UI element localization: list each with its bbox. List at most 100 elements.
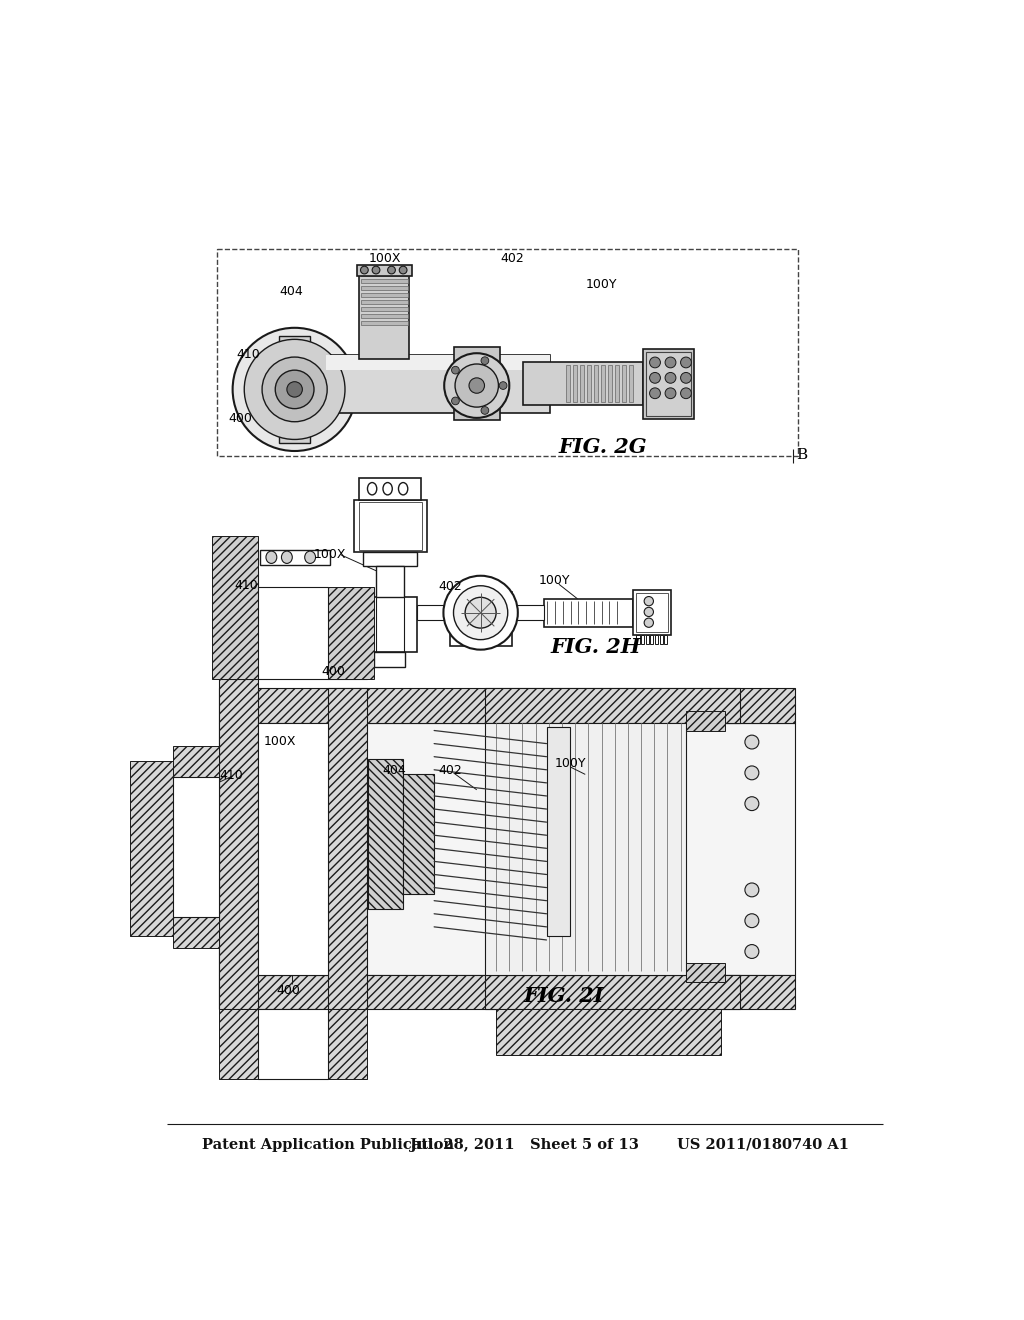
Bar [484, 974, 740, 1010]
Bar [454, 347, 500, 420]
Circle shape [262, 358, 328, 422]
Text: 402: 402 [438, 579, 462, 593]
Circle shape [245, 339, 345, 440]
Ellipse shape [368, 483, 377, 495]
Text: 410: 410 [219, 770, 244, 783]
Ellipse shape [383, 483, 392, 495]
Bar [450, 591, 512, 645]
Circle shape [454, 586, 508, 640]
Bar [646, 635, 649, 644]
Bar [360, 293, 408, 297]
Ellipse shape [282, 552, 292, 564]
Circle shape [360, 267, 369, 275]
Bar [328, 586, 375, 678]
Bar [655, 635, 658, 644]
Bar [587, 364, 591, 403]
Bar [601, 364, 604, 403]
Text: FIG. 2G: FIG. 2G [558, 437, 647, 457]
Bar [643, 350, 693, 418]
Bar [607, 364, 611, 403]
Bar [650, 635, 653, 644]
Bar [359, 502, 422, 549]
Bar [173, 776, 219, 917]
Bar [572, 364, 577, 403]
Circle shape [444, 354, 509, 418]
Bar [173, 746, 219, 948]
Circle shape [649, 388, 660, 399]
Text: 410: 410 [237, 348, 260, 362]
Circle shape [287, 381, 302, 397]
Text: US 2011/0180740 A1: US 2011/0180740 A1 [677, 1138, 849, 1152]
Circle shape [744, 913, 759, 928]
Bar [359, 271, 410, 359]
Circle shape [644, 597, 653, 606]
Circle shape [500, 381, 507, 389]
Text: B: B [796, 447, 807, 462]
Bar [130, 762, 173, 936]
Bar [360, 314, 408, 318]
Circle shape [443, 576, 518, 649]
Bar [219, 688, 795, 723]
Text: 400: 400 [228, 412, 253, 425]
Circle shape [644, 618, 653, 627]
Bar [234, 605, 302, 664]
Bar [219, 572, 258, 678]
Circle shape [665, 372, 676, 383]
Text: 400: 400 [276, 983, 301, 997]
Circle shape [649, 358, 660, 368]
Bar [629, 364, 633, 403]
Bar [594, 364, 598, 403]
Circle shape [744, 797, 759, 810]
Bar [403, 775, 434, 894]
Text: 404: 404 [382, 764, 406, 777]
Bar [359, 478, 421, 499]
Circle shape [644, 607, 653, 616]
Bar [633, 590, 671, 635]
Text: 100X: 100X [263, 735, 296, 748]
Bar [544, 599, 633, 627]
Bar [614, 364, 618, 403]
Text: 100Y: 100Y [554, 758, 586, 770]
Text: FIG. 2H: FIG. 2H [550, 638, 641, 657]
Ellipse shape [305, 552, 315, 564]
Bar [512, 605, 544, 620]
Circle shape [452, 367, 460, 374]
Circle shape [744, 883, 759, 896]
Bar [258, 586, 328, 678]
Bar [219, 589, 258, 1010]
Bar [360, 300, 408, 304]
Bar [622, 364, 626, 403]
Bar [636, 635, 640, 644]
Text: 100Y: 100Y [586, 277, 616, 290]
Circle shape [681, 388, 691, 399]
Bar [484, 688, 740, 723]
Circle shape [465, 597, 496, 628]
Bar [496, 1010, 721, 1056]
Circle shape [665, 388, 676, 399]
Bar [260, 549, 330, 565]
Circle shape [744, 766, 759, 780]
Text: 410: 410 [234, 579, 258, 593]
Bar [636, 594, 669, 632]
Text: 100X: 100X [314, 548, 346, 561]
Bar [328, 688, 367, 1010]
Bar [646, 352, 691, 416]
Bar [580, 364, 584, 403]
Circle shape [481, 356, 488, 364]
Bar [328, 1010, 367, 1078]
Bar [212, 536, 258, 678]
Circle shape [452, 397, 460, 405]
Circle shape [455, 364, 499, 407]
Text: 402: 402 [500, 252, 523, 265]
Bar [417, 605, 450, 620]
Circle shape [681, 372, 691, 383]
Bar [659, 635, 663, 644]
Circle shape [681, 358, 691, 368]
Bar [686, 964, 725, 982]
Circle shape [372, 267, 380, 275]
Text: 400: 400 [322, 665, 346, 678]
Circle shape [399, 267, 407, 275]
Circle shape [275, 370, 314, 409]
Circle shape [665, 358, 676, 368]
Circle shape [232, 327, 356, 451]
